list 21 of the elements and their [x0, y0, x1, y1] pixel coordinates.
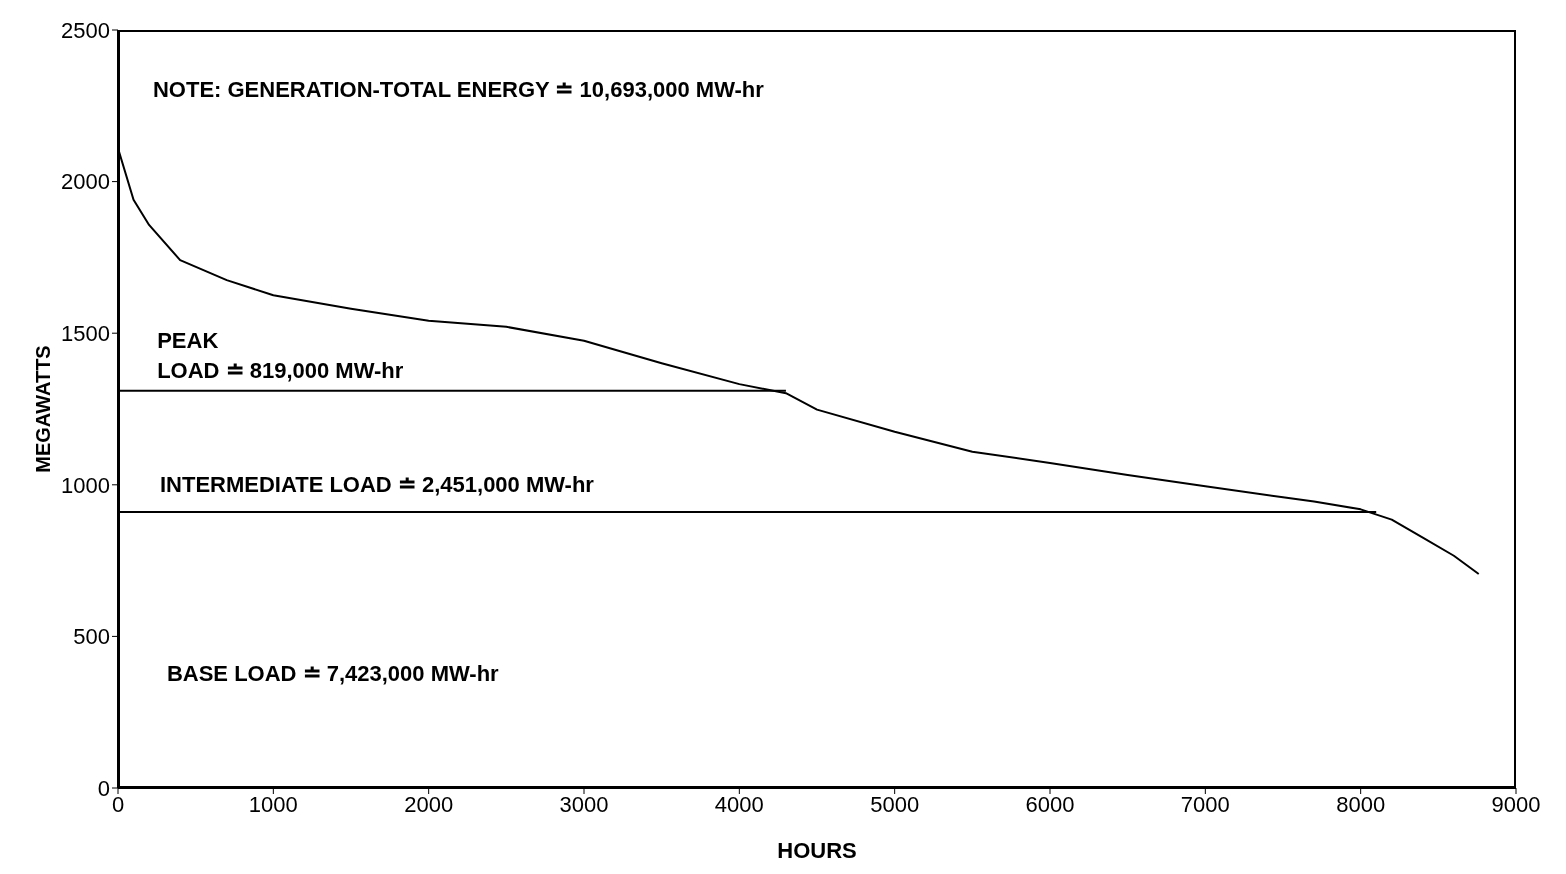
annotation: PEAK LOAD ≐ 819,000 MW-hr [157, 326, 404, 386]
x-tick-label: 2000 [404, 791, 454, 817]
x-tick-label: 9000 [1491, 791, 1541, 817]
y-tick-label: 1000 [61, 472, 110, 498]
x-tick-label: 6000 [1025, 791, 1075, 817]
y-tick-label: 1500 [61, 321, 110, 347]
y-tick-label: 2500 [61, 17, 110, 43]
annotation: NOTE: GENERATION-TOTAL ENERGY ≐ 10,693,000 MW-hr [152, 76, 764, 105]
y-tick-label: 2000 [61, 169, 110, 195]
x-tick-label: 8000 [1336, 791, 1386, 817]
annotation: BASE LOAD ≐ 7,423,000 MW-hr [166, 660, 499, 689]
annotation: INTERMEDIATE LOAD ≐ 2,451,000 MW-hr [159, 470, 594, 499]
x-tick-label: 3000 [559, 791, 609, 817]
x-tick-label: 4000 [714, 791, 764, 817]
x-tick-label: 5000 [870, 791, 920, 817]
y-axis-title: MEGAWATTS [32, 345, 55, 473]
y-tick-label: 0 [97, 775, 110, 801]
y-tick-label: 500 [73, 624, 110, 650]
x-tick-label: 7000 [1180, 791, 1230, 817]
x-tick-label: 1000 [248, 791, 298, 817]
x-axis-title: HOURS [777, 838, 857, 863]
